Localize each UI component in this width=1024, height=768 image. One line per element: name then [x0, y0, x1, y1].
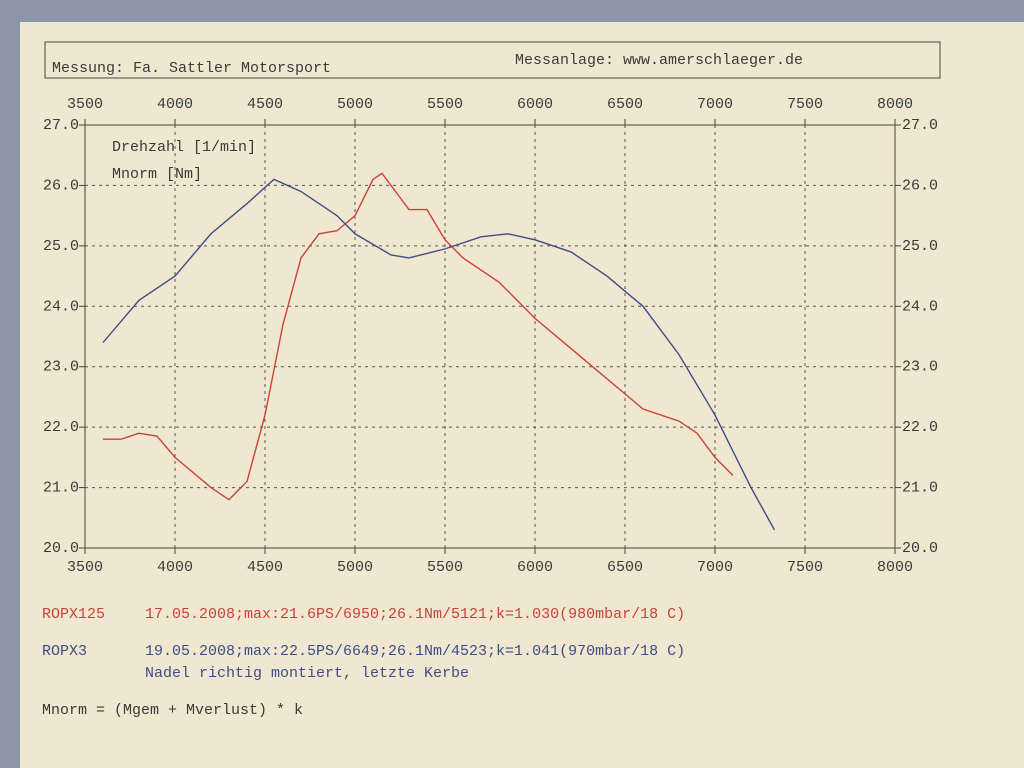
y2-tick-label: 24.0 — [902, 298, 938, 315]
run-info: 17.05.2008;max:21.6PS/6950;26.1Nm/5121;k… — [145, 606, 685, 623]
note: Nadel richtig montiert, letzte Kerbe — [145, 665, 469, 682]
x-tick-label: 7000 — [697, 559, 733, 576]
x-tick-label-top: 6000 — [517, 96, 553, 113]
x-tick-label: 4000 — [157, 559, 193, 576]
axis-label: Mnorm [Nm] — [112, 166, 202, 183]
x-tick-label-top: 4000 — [157, 96, 193, 113]
series-line — [102, 178, 776, 531]
series-line — [103, 172, 734, 501]
header-box — [44, 41, 941, 79]
x-tick-label-top: 8000 — [877, 96, 913, 113]
x-tick-label: 5500 — [427, 559, 463, 576]
paper — [20, 22, 1024, 768]
y2-tick-label: 21.0 — [902, 480, 938, 497]
x-tick-label-top: 5000 — [337, 96, 373, 113]
header-right: Messanlage: www.amerschlaeger.de — [515, 52, 803, 69]
x-tick-label: 3500 — [67, 559, 103, 576]
x-tick-label: 7500 — [787, 559, 823, 576]
x-tick-label: 8000 — [877, 559, 913, 576]
y-tick-label: 23.0 — [43, 359, 79, 376]
x-tick-label-top: 7500 — [787, 96, 823, 113]
axis-label: Drehzahl [1/min] — [112, 139, 256, 156]
y2-tick-label: 27.0 — [902, 117, 938, 134]
x-tick-label-top: 7000 — [697, 96, 733, 113]
y2-tick-label: 26.0 — [902, 177, 938, 194]
plot-frame — [84, 124, 896, 549]
y-tick-label: 22.0 — [43, 419, 79, 436]
x-tick-label-top: 4500 — [247, 96, 283, 113]
run-info: 19.05.2008;max:22.5PS/6649;26.1Nm/4523;k… — [145, 643, 685, 660]
y2-tick-label: 25.0 — [902, 238, 938, 255]
x-tick-label-top: 5500 — [427, 96, 463, 113]
x-tick-label: 6500 — [607, 559, 643, 576]
x-tick-label-top: 6500 — [607, 96, 643, 113]
y-tick-label: 27.0 — [43, 117, 79, 134]
x-tick-label: 5000 — [337, 559, 373, 576]
y-tick-label: 24.0 — [43, 298, 79, 315]
legend-label: ROPX125 — [42, 606, 105, 623]
header-left: Messung: Fa. Sattler Motorsport — [52, 60, 331, 77]
x-tick-label: 4500 — [247, 559, 283, 576]
y-tick-label: 26.0 — [43, 177, 79, 194]
y-tick-label: 20.0 — [43, 540, 79, 557]
legend-label: ROPX3 — [42, 643, 87, 660]
y2-tick-label: 23.0 — [902, 359, 938, 376]
y2-tick-label: 22.0 — [902, 419, 938, 436]
x-tick-label: 6000 — [517, 559, 553, 576]
y2-tick-label: 20.0 — [902, 540, 938, 557]
x-tick-label-top: 3500 — [67, 96, 103, 113]
y-tick-label: 21.0 — [43, 480, 79, 497]
note: Mnorm = (Mgem + Mverlust) * k — [42, 702, 303, 719]
y-tick-label: 25.0 — [43, 238, 79, 255]
